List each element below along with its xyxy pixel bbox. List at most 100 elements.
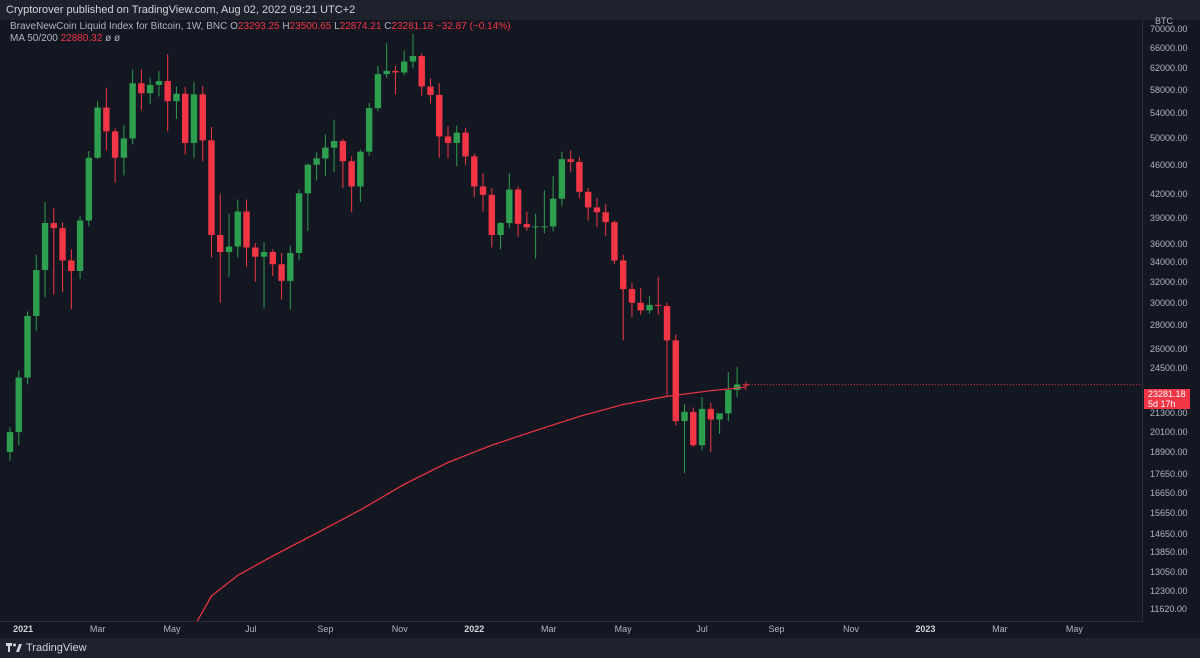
time-scale[interactable]	[0, 621, 1142, 638]
candle	[304, 163, 312, 231]
candle-body	[260, 252, 268, 257]
candle	[611, 220, 618, 265]
candle-body	[453, 132, 460, 143]
candle	[155, 70, 163, 97]
candle	[234, 199, 241, 258]
price-tick: 13850.00	[1150, 547, 1188, 558]
candle-body	[155, 81, 163, 85]
candle	[742, 381, 750, 390]
price-tick: 66000.00	[1150, 43, 1188, 54]
candle	[427, 78, 434, 104]
close-value: 23281.18	[391, 21, 434, 32]
candle-body	[628, 289, 636, 303]
candle-body	[707, 408, 714, 420]
footer-bar: TradingView	[0, 638, 1200, 658]
candle	[50, 208, 57, 295]
candle-body	[602, 212, 609, 223]
ma-line	[196, 386, 746, 621]
candle	[602, 204, 609, 236]
candle-body	[94, 107, 101, 158]
price-tick: 26000.00	[1150, 343, 1188, 354]
candle	[374, 65, 382, 112]
candle-body	[68, 260, 75, 272]
price-tick: 58000.00	[1150, 84, 1188, 95]
candle	[225, 213, 233, 277]
candle-body	[59, 228, 66, 261]
candle	[620, 254, 627, 341]
candle	[497, 222, 504, 250]
candle-body	[85, 157, 93, 221]
candle	[479, 173, 487, 212]
candle	[383, 43, 390, 78]
candle-body	[111, 131, 119, 158]
candle-body	[514, 189, 522, 224]
candle	[15, 370, 22, 446]
candle-body	[488, 194, 495, 236]
candle-body	[173, 93, 180, 102]
candle	[313, 152, 320, 181]
current-price: 23281.18	[1148, 389, 1186, 399]
candle-body	[733, 384, 741, 390]
price-tick: 14650.00	[1150, 529, 1188, 540]
candle	[392, 66, 399, 95]
candle-body	[427, 86, 434, 95]
price-tick: 20100.00	[1150, 427, 1188, 438]
candle-body	[164, 81, 171, 102]
time-tick: Jul	[696, 624, 708, 634]
candle-body	[646, 304, 653, 311]
candle-body	[620, 260, 627, 290]
candle-body	[243, 211, 250, 248]
candle-body	[471, 156, 478, 187]
candle	[85, 150, 93, 227]
candle	[217, 194, 224, 303]
candle	[146, 77, 154, 105]
ma-label: MA 50/200	[10, 33, 58, 44]
candle	[725, 372, 732, 422]
time-tick: Sep	[317, 624, 334, 634]
time-tick: 2022	[464, 624, 485, 634]
candle	[672, 334, 679, 426]
candle-body	[199, 94, 206, 141]
candle	[208, 126, 215, 258]
candlestick-chart[interactable]	[0, 20, 1142, 621]
candle-body	[129, 83, 136, 139]
time-tick: May	[1065, 624, 1083, 634]
candle	[523, 211, 531, 231]
candle	[549, 176, 557, 232]
candle	[576, 157, 583, 198]
candle-body	[269, 252, 276, 265]
candle	[164, 54, 171, 132]
price-tick: 12300.00	[1150, 585, 1188, 596]
price-tick: 16650.00	[1150, 487, 1188, 498]
candle	[532, 213, 539, 259]
close-label: C	[384, 21, 392, 32]
candle	[707, 402, 714, 452]
candle	[252, 242, 259, 282]
candle-body	[15, 377, 22, 433]
price-tick: 54000.00	[1150, 107, 1188, 118]
price-tick: 13050.00	[1150, 566, 1188, 577]
ma-legend[interactable]: MA 50/200 22880.32 ø ø	[10, 32, 120, 46]
price-tick: 30000.00	[1150, 297, 1188, 308]
candle-body	[401, 61, 408, 73]
candle-body	[637, 302, 644, 311]
tradingview-logo-icon	[6, 643, 22, 652]
price-tick: 42000.00	[1150, 189, 1188, 200]
candle-body	[392, 70, 399, 73]
price-scale[interactable]	[1142, 20, 1200, 622]
candle-body	[287, 252, 294, 281]
time-tick: Nov	[842, 624, 859, 634]
candle	[462, 127, 469, 165]
candle	[94, 101, 101, 160]
candle	[401, 50, 408, 76]
candle	[365, 102, 373, 156]
candle	[182, 87, 189, 155]
candle	[120, 125, 128, 176]
candle	[24, 311, 31, 385]
price-tick: 21300.00	[1150, 408, 1188, 419]
candle	[287, 245, 294, 310]
candle	[199, 85, 206, 162]
time-tick: Mar	[540, 624, 557, 634]
candle-body	[76, 220, 84, 272]
candle	[628, 282, 636, 318]
